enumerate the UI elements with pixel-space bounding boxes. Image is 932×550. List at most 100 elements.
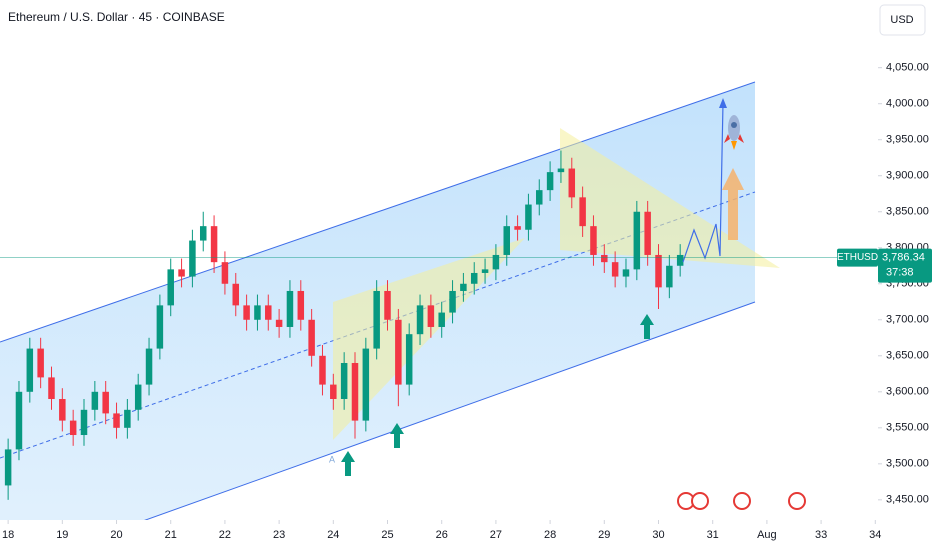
- candle-body: [470, 272, 478, 284]
- y-tick-label: 3,600.00: [886, 386, 929, 398]
- candle-body: [26, 348, 34, 392]
- candle-body: [536, 190, 543, 205]
- channel-bottom: [144, 301, 756, 520]
- x-tick-label: 20: [110, 529, 122, 541]
- x-tick-label: 33: [815, 529, 827, 541]
- candle-body: [15, 391, 23, 450]
- candle-body: [503, 226, 510, 255]
- drawings-top: A: [329, 98, 806, 510]
- triangle: [333, 238, 525, 440]
- candle-body: [59, 399, 66, 421]
- candle-body: [91, 391, 99, 410]
- x-tick-label: 22: [219, 529, 231, 541]
- y-tick-label: 4,050.00: [886, 62, 929, 74]
- candle-body: [546, 172, 554, 191]
- candle-body: [232, 283, 240, 306]
- candle-body: [167, 269, 174, 306]
- candle-body: [481, 269, 489, 273]
- candle-body: [340, 362, 348, 400]
- candle-body: [557, 168, 565, 173]
- candle-body: [633, 211, 641, 270]
- currency-button[interactable]: [879, 4, 926, 36]
- candle-body: [80, 409, 88, 436]
- candle-body: [319, 355, 326, 385]
- candle-body: [145, 348, 153, 385]
- candle-body: [622, 269, 630, 277]
- candle-body: [221, 262, 229, 284]
- candle-body: [405, 334, 413, 385]
- forecast-path: [682, 102, 724, 263]
- x-tick-label: Aug: [757, 529, 777, 541]
- candle-body: [427, 305, 435, 327]
- y-tick-label: 4,000.00: [886, 98, 929, 110]
- candle-body: [438, 312, 445, 327]
- triangle: [560, 128, 780, 268]
- candle-body: [308, 319, 315, 356]
- candle-body: [590, 226, 597, 255]
- countdown: 37:38: [886, 267, 914, 279]
- x-tick-label: 21: [165, 529, 177, 541]
- x-tick-label: 28: [544, 529, 556, 541]
- x-tick-label: 30: [652, 529, 664, 541]
- candle-body: [156, 305, 164, 349]
- candle-body: [579, 197, 586, 227]
- y-tick-label: 3,850.00: [886, 206, 929, 218]
- candle-body: [384, 290, 391, 320]
- y-tick-label: 3,650.00: [886, 350, 929, 362]
- x-tick-label: 19: [56, 529, 68, 541]
- candle-body: [460, 283, 467, 291]
- candle-body: [102, 391, 109, 414]
- candle-body: [655, 254, 662, 288]
- symbol-tag: [837, 248, 878, 267]
- candle-body: [449, 290, 456, 313]
- candle-body: [275, 319, 283, 327]
- x-tick-label: 31: [707, 529, 719, 541]
- chart-title: Ethereum / U.S. Dollar · 45 · COINBASE: [8, 10, 225, 24]
- x-tick-label: 18: [2, 529, 14, 541]
- x-tick-label: 34: [869, 529, 881, 541]
- candle-body: [297, 290, 305, 320]
- candle-body: [48, 377, 55, 400]
- candle-body: [676, 254, 684, 266]
- y-tick-label: 3,950.00: [886, 134, 929, 146]
- candle-body: [134, 384, 142, 410]
- y-tick-label: 3,550.00: [886, 422, 929, 434]
- event-icons: [677, 492, 806, 510]
- candle-body: [113, 413, 120, 428]
- candle-body: [189, 240, 196, 277]
- x-tick-label: 27: [490, 529, 502, 541]
- candle-body: [362, 348, 370, 421]
- candle-body: [395, 319, 402, 385]
- green-arrow: [341, 451, 355, 476]
- rocket: [724, 115, 744, 150]
- symbol-label: ETHUSD: [837, 252, 878, 263]
- candle-body: [37, 348, 44, 378]
- candle-body: [69, 420, 77, 436]
- currency[interactable]: USD: [890, 14, 913, 26]
- candle-body: [373, 290, 380, 349]
- y-tick-label: 3,700.00: [886, 314, 929, 326]
- candle-body: [330, 384, 337, 400]
- x-tick-label: 25: [381, 529, 393, 541]
- green-arrow: [390, 423, 404, 448]
- candle-body: [124, 409, 131, 428]
- x-tick-label: 23: [273, 529, 285, 541]
- candle-body: [243, 305, 250, 320]
- price-label: 3,786.34: [882, 252, 925, 264]
- y-tick-label: 3,900.00: [886, 170, 929, 182]
- green-arrow: [640, 314, 654, 339]
- x-tick-label: 29: [598, 529, 610, 541]
- candle-body: [265, 305, 272, 320]
- candle-body: [178, 269, 185, 277]
- candle-body: [525, 204, 532, 230]
- annotation: A: [329, 454, 335, 464]
- y-tick-label: 3,500.00: [886, 458, 929, 470]
- candle-body: [611, 262, 619, 277]
- forecast-arrow: [719, 98, 727, 108]
- y-tick-label: 3,450.00: [886, 494, 929, 506]
- candle-body: [568, 168, 576, 198]
- price-tag: [878, 248, 932, 283]
- candles: [4, 150, 684, 500]
